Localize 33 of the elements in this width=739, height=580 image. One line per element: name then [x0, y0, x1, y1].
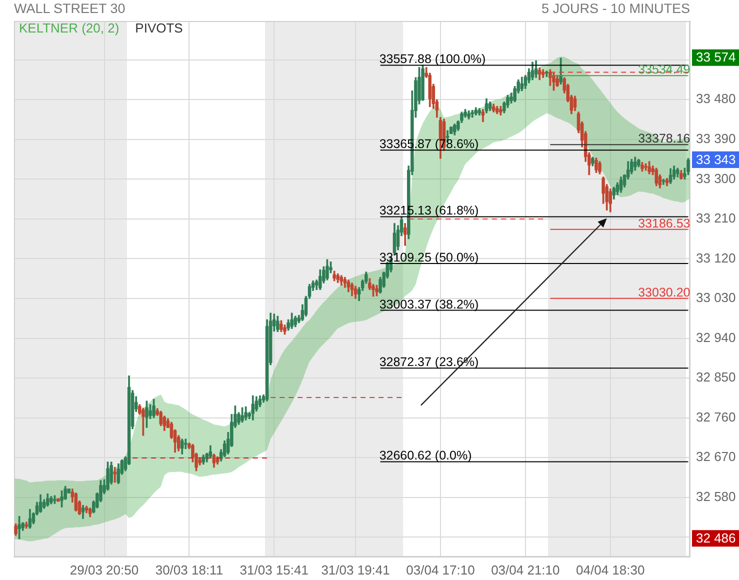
y-tick-label: 33 210 — [696, 210, 736, 226]
x-tick-label: 29/03 20:50 — [70, 562, 139, 578]
y-tick-label: 33 300 — [696, 170, 736, 186]
text: PIVOTS — [135, 20, 184, 36]
annotation: 33557.88 (100.0%) — [379, 52, 486, 66]
y-tick-label: 33 120 — [696, 250, 736, 266]
y-tick-label: 32 670 — [696, 449, 736, 464]
x-tick-label: 03/04 21:10 — [491, 562, 560, 578]
y-tick-label: 33 343 — [696, 152, 736, 167]
y-tick-label: 33 390 — [696, 131, 736, 146]
annotation: 33378.16 — [638, 132, 690, 146]
x-tick-label: 04/04 18:30 — [576, 562, 645, 578]
annotation: 33534.49 — [638, 62, 690, 77]
y-tick-label: 32 850 — [696, 370, 736, 385]
y-tick-label: 32 940 — [696, 330, 736, 345]
annotation: 33030.20 — [638, 285, 690, 300]
chart-title: WALL STREET 30 — [14, 1, 126, 17]
annotation: 33186.53 — [638, 216, 690, 230]
x-tick-label: 31/03 19:41 — [321, 562, 390, 578]
legend-label: KELTNER (20, 2) — [19, 20, 120, 36]
chart-subtitle: 5 JOURS - 10 MINUTES — [541, 1, 690, 17]
x-tick-label: 30/03 18:11 — [155, 562, 224, 578]
y-tick-label: 33 030 — [696, 290, 736, 306]
annotation: 33003.37 (38.2%) — [379, 297, 479, 312]
y-tick-label: 32 486 — [696, 530, 736, 546]
y-tick-label: 32 760 — [696, 409, 736, 424]
y-tick-label: 33 480 — [696, 91, 736, 106]
annotation: 32660.62 (0.0%) — [379, 448, 472, 463]
y-tick-label: 32 580 — [696, 488, 736, 504]
annotation: 33109.25 (50.0%) — [379, 250, 479, 264]
x-tick-label: 31/03 15:41 — [240, 562, 308, 578]
y-tick-label: 33 574 — [696, 50, 736, 65]
x-tick-label: 03/04 17:10 — [406, 562, 475, 578]
